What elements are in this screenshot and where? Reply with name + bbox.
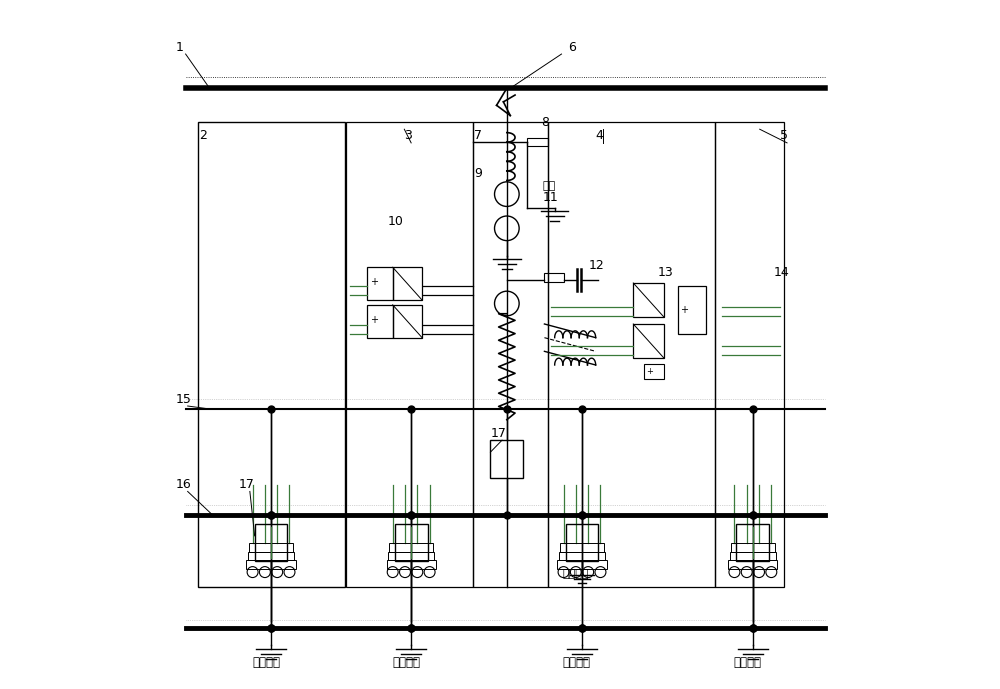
Text: +: +: [370, 277, 378, 287]
Bar: [559, 552, 605, 560]
Bar: [678, 287, 706, 334]
Text: 保护接地: 保护接地: [392, 656, 420, 669]
Bar: [736, 524, 769, 562]
Bar: [246, 560, 296, 569]
Text: 13: 13: [657, 266, 673, 279]
Text: 8: 8: [541, 116, 549, 129]
Bar: [249, 543, 293, 552]
Bar: [388, 552, 434, 560]
Text: 17: 17: [491, 426, 507, 440]
Bar: [255, 524, 287, 562]
Bar: [367, 267, 393, 300]
Text: 6: 6: [568, 41, 576, 54]
Text: +: +: [370, 315, 378, 325]
Text: 保护接地: 保护接地: [563, 656, 591, 669]
Bar: [560, 543, 604, 552]
Text: 15: 15: [175, 393, 191, 406]
Text: 1: 1: [175, 41, 183, 54]
Bar: [473, 123, 548, 587]
Text: 7: 7: [474, 130, 482, 143]
Text: 保护接地: 保护接地: [252, 656, 280, 669]
Bar: [548, 123, 715, 587]
Bar: [715, 123, 784, 587]
Text: 4: 4: [596, 130, 604, 143]
Bar: [644, 364, 664, 379]
Bar: [544, 273, 564, 282]
Text: +: +: [680, 305, 688, 316]
Bar: [633, 324, 664, 358]
Text: +: +: [646, 367, 653, 376]
Text: 保护接地: 保护接地: [734, 656, 762, 669]
Bar: [346, 123, 473, 587]
Bar: [527, 138, 548, 146]
Bar: [367, 305, 393, 338]
Bar: [731, 543, 775, 552]
Text: 17: 17: [239, 478, 255, 491]
Bar: [395, 524, 428, 562]
Bar: [387, 560, 436, 569]
Text: 14: 14: [773, 266, 789, 279]
Bar: [633, 283, 664, 317]
Bar: [490, 440, 523, 477]
Text: 钢轨: 钢轨: [542, 181, 556, 191]
Bar: [198, 123, 345, 587]
Bar: [389, 543, 433, 552]
Bar: [730, 552, 776, 560]
Bar: [393, 267, 422, 300]
Text: 2: 2: [199, 130, 207, 143]
Bar: [728, 560, 777, 569]
Bar: [393, 305, 422, 338]
Text: 11: 11: [542, 191, 558, 204]
Text: 16: 16: [175, 478, 191, 491]
Bar: [566, 524, 598, 562]
Text: 10: 10: [387, 215, 403, 228]
Text: 工作接地: 工作接地: [563, 568, 589, 579]
Text: 12: 12: [589, 259, 605, 272]
Bar: [557, 560, 607, 569]
Bar: [248, 552, 294, 560]
Text: 9: 9: [474, 167, 482, 180]
Text: 5: 5: [780, 130, 788, 143]
Text: 3: 3: [404, 130, 412, 143]
